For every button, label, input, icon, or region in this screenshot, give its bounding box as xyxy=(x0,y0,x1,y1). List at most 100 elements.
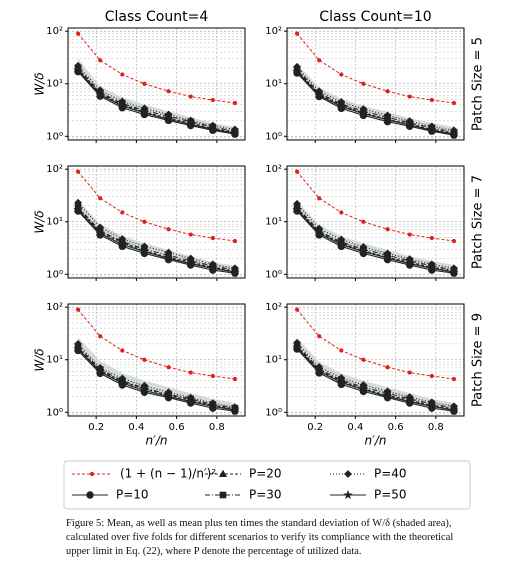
marker xyxy=(120,348,125,353)
plot-frame xyxy=(67,303,246,417)
series-line xyxy=(296,33,455,104)
column-title: Class Count=10 xyxy=(319,9,431,25)
y-tick-label: 10¹ xyxy=(265,355,282,366)
marker xyxy=(96,231,104,239)
marker xyxy=(98,334,103,339)
series-line xyxy=(77,309,236,380)
marker xyxy=(188,232,193,237)
series-line xyxy=(296,69,455,134)
y-axis-label: W/δ xyxy=(33,72,47,95)
marker xyxy=(86,491,94,499)
y-tick-label: 10⁰ xyxy=(265,131,282,142)
caption: Figure 5: Mean, as well as mean plus ten… xyxy=(66,518,454,557)
y-tick-label: 10¹ xyxy=(46,217,63,228)
marker xyxy=(344,470,352,478)
figure: Class Count=4 Class Count=10 Patch Size = … xyxy=(33,9,486,510)
marker xyxy=(450,269,458,277)
series-line xyxy=(296,344,455,409)
series-line xyxy=(296,348,455,412)
series-line xyxy=(296,203,455,269)
x-tick-label: 0.2 xyxy=(307,422,323,433)
marker xyxy=(89,471,95,477)
x-tick-label: 0.6 xyxy=(388,422,404,433)
series-line xyxy=(296,309,455,380)
marker xyxy=(209,404,217,412)
marker xyxy=(383,117,392,126)
marker xyxy=(315,231,323,239)
marker xyxy=(359,249,368,258)
series-line xyxy=(77,206,236,271)
series-line xyxy=(296,171,455,242)
marker xyxy=(385,89,390,94)
x-tick-label: 0.2 xyxy=(88,422,104,433)
y-tick-label: 10⁰ xyxy=(265,407,282,418)
marker xyxy=(359,387,368,396)
y-tick-label: 10¹ xyxy=(265,217,282,228)
series-line xyxy=(77,33,236,104)
x-tick-label: 0.8 xyxy=(209,422,225,433)
marker xyxy=(74,207,82,215)
marker xyxy=(385,365,390,370)
plot-frame xyxy=(67,27,246,141)
marker xyxy=(142,357,147,362)
marker xyxy=(429,235,434,241)
marker xyxy=(120,72,125,77)
marker xyxy=(231,407,239,415)
series-line xyxy=(77,65,236,130)
marker xyxy=(450,131,458,139)
legend-label: P=20 xyxy=(249,467,282,481)
y-tick-label: 10¹ xyxy=(46,355,63,366)
x-tick-label: 0.4 xyxy=(347,422,363,433)
marker xyxy=(166,227,171,232)
legend-label: P=30 xyxy=(249,488,282,502)
column-title: Class Count=4 xyxy=(105,9,209,25)
marker xyxy=(317,58,322,63)
series-line xyxy=(77,347,236,410)
marker xyxy=(339,210,344,215)
marker xyxy=(407,94,412,99)
marker xyxy=(428,266,436,274)
x-tick-label: 0.4 xyxy=(128,422,144,433)
marker xyxy=(317,196,322,201)
marker xyxy=(75,169,81,174)
marker xyxy=(451,238,457,244)
marker xyxy=(96,92,104,100)
marker xyxy=(166,365,171,370)
x-axis-label: n′/n xyxy=(146,434,168,448)
marker xyxy=(359,111,368,120)
y-tick-label: 10² xyxy=(46,302,63,313)
marker xyxy=(74,67,82,76)
marker xyxy=(98,58,103,63)
marker xyxy=(293,69,301,77)
marker xyxy=(294,307,300,312)
series-line xyxy=(77,343,236,408)
marker xyxy=(164,255,173,264)
marker xyxy=(210,373,215,379)
marker xyxy=(186,121,195,130)
y-tick-label: 10⁰ xyxy=(46,407,63,418)
marker xyxy=(407,232,412,237)
plot-frame xyxy=(286,27,465,141)
marker xyxy=(451,376,457,382)
marker xyxy=(188,94,193,99)
marker xyxy=(118,381,127,389)
x-tick-label: 0.6 xyxy=(169,422,185,433)
marker xyxy=(219,491,227,499)
marker xyxy=(293,207,301,215)
legend-box xyxy=(63,460,471,510)
marker xyxy=(294,169,300,174)
row-label: Patch Size = 7 xyxy=(471,175,486,269)
series-line xyxy=(296,66,455,131)
row-label: Patch Size = 9 xyxy=(471,313,486,407)
plot-frame xyxy=(286,303,465,417)
marker xyxy=(315,369,323,377)
marker xyxy=(96,369,104,378)
marker xyxy=(317,334,322,339)
marker xyxy=(294,31,300,36)
marker xyxy=(166,89,171,94)
y-axis-label: W/δ xyxy=(33,348,47,371)
marker xyxy=(231,269,239,277)
series-line xyxy=(77,67,236,132)
y-tick-label: 10² xyxy=(265,26,282,37)
